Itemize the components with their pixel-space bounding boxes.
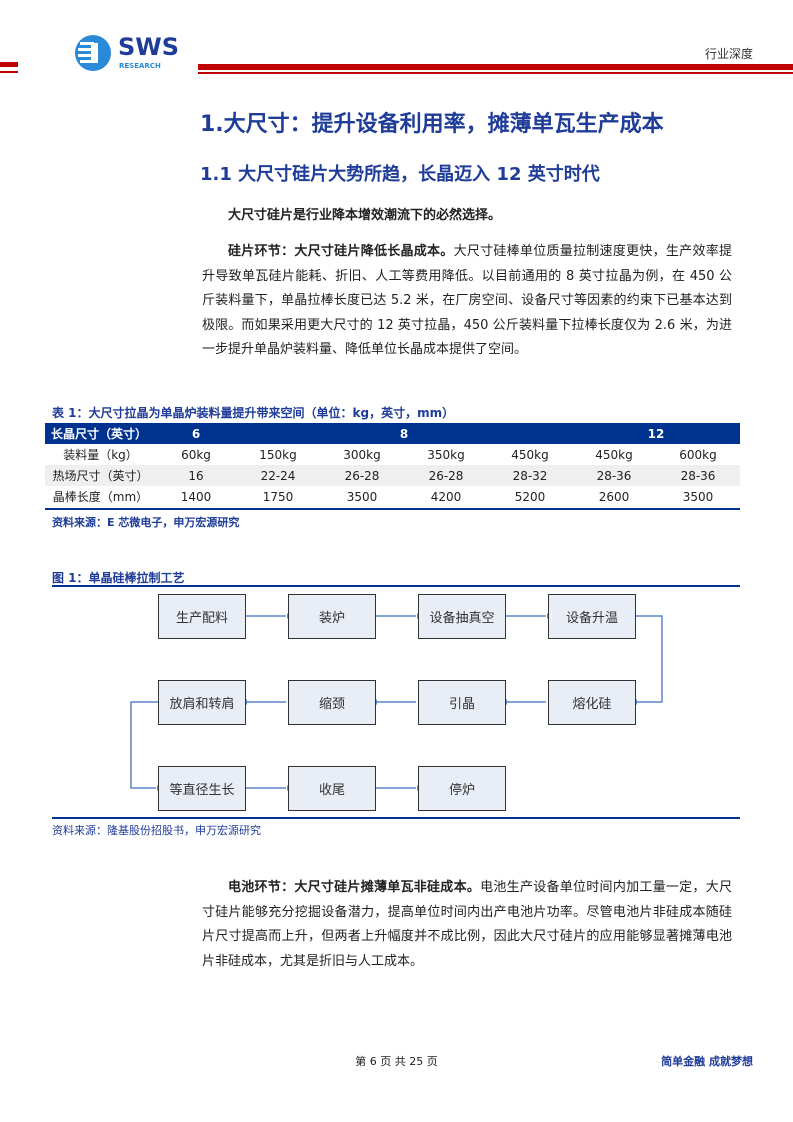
table-caption: 表 1：大尺寸拉晶为单晶炉装料量提升带来空间（单位：kg，英寸，mm） (52, 406, 455, 420)
sws-logo: SWS RESEARCH (72, 33, 182, 79)
table-header-row: 长晶尺寸（英寸） 6 8 12 (45, 423, 740, 444)
paragraph-2: 硅片环节：大尺寸硅片降低长晶成本。大尺寸硅棒单位质量拉制速度更快，生产效率提升导… (202, 244, 732, 357)
table-row: 热场尺寸（英寸） 16 22-24 26-28 26-28 28-32 28-36 28-36 (45, 465, 740, 486)
table-row: 晶棒长度（mm） 1400 1750 3500 4200 5200 2600 3500 (45, 486, 740, 507)
table-cell: 22-24 (236, 465, 320, 486)
table-cell: 600kg (679, 447, 717, 462)
table-cell: 300kg (343, 447, 381, 462)
row-label: 装料量（kg） (63, 448, 138, 462)
table-cell: 60kg (181, 447, 211, 462)
table-source: 资料来源：E 芯微电子，申万宏源研究 (52, 516, 240, 529)
table-cell: 28-32 (488, 465, 572, 486)
table-cell: 26-28 (404, 465, 488, 486)
data-table: 长晶尺寸（英寸） 6 8 12 装料量（kg） 60kg 150kg 300kg 350… (45, 423, 740, 507)
flow-step-box: 装炉 (288, 594, 376, 639)
table-cell: 26-28 (320, 465, 404, 486)
page-number: 第 6 页 共 25 页 (355, 1055, 438, 1068)
table-cell: 150kg (259, 447, 297, 462)
table-bottom-rule (45, 508, 740, 510)
flow-step-box: 停炉 (418, 766, 506, 811)
footer-slogan: 简单金融 成就梦想 (661, 1055, 753, 1068)
header-rule-left (0, 62, 18, 67)
figure-caption: 图 1：单晶硅棒拉制工艺 (52, 571, 185, 585)
flow-step-box: 收尾 (288, 766, 376, 811)
figure-top-rule (52, 585, 740, 587)
flow-step-box: 生产配料 (158, 594, 246, 639)
subsection-heading: 1.1 大尺寸硅片大势所趋，长晶迈入 12 英寸时代 (200, 164, 600, 185)
table-cell: 2600 (598, 489, 630, 504)
table-row: 装料量（kg） 60kg 150kg 300kg 350kg 450kg 450kg 600k… (45, 444, 740, 465)
flow-step-box: 等直径生长 (158, 766, 246, 811)
header-rule-thin (198, 72, 793, 74)
table-cell: 1750 (262, 489, 294, 504)
table-cell: 3500 (682, 489, 714, 504)
table-cell: 5200 (514, 489, 546, 504)
header-rule (198, 64, 793, 70)
flow-step-box: 熔化硅 (548, 680, 636, 725)
figure-bottom-rule (52, 817, 740, 819)
header-rule-left-thin (0, 71, 18, 73)
flow-step-box: 设备抽真空 (418, 594, 506, 639)
flow-step-box: 放肩和转肩 (158, 680, 246, 725)
table-cell: 4200 (430, 489, 462, 504)
table-cell: 3500 (346, 489, 378, 504)
table-cell: 1400 (180, 489, 212, 504)
figure-source: 资料来源：隆基股份招股书，申万宏源研究 (52, 824, 261, 837)
row-label: 晶棒长度（mm） (52, 490, 149, 504)
table-cell: 450kg (511, 447, 549, 462)
flow-step-box: 引晶 (418, 680, 506, 725)
table-cell: 450kg (595, 447, 633, 462)
table-cell: 28-36 (572, 465, 656, 486)
flow-step-box: 缩颈 (288, 680, 376, 725)
table-cell: 350kg (427, 447, 465, 462)
paragraph-3: 电池环节：大尺寸硅片摊薄单瓦非硅成本。电池生产设备单位时间内加工量一定，大尺寸硅… (202, 880, 732, 969)
section-heading: 1.大尺寸：提升设备利用率，摊薄单瓦生产成本 (200, 112, 664, 137)
table-cell: 28-36 (656, 465, 740, 486)
report-category: 行业深度 (704, 47, 753, 61)
paragraph-1: 大尺寸硅片是行业降本增效潮流下的必然选择。 (228, 208, 502, 223)
row-label: 热场尺寸（英寸） (45, 465, 156, 486)
flow-step-box: 设备升温 (548, 594, 636, 639)
table-cell: 16 (156, 465, 236, 486)
